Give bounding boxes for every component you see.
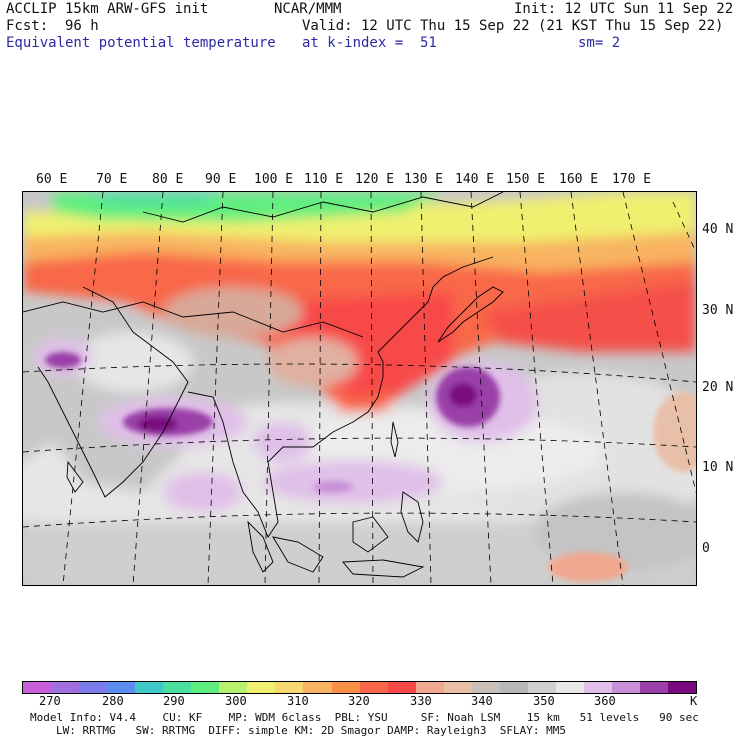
lat-label: 0 bbox=[702, 541, 710, 556]
colorbar-tick: 350 bbox=[533, 694, 555, 708]
lon-label: 120 E bbox=[355, 172, 395, 187]
lon-label: 60 E bbox=[36, 172, 68, 187]
valid-time: Valid: 12 UTC Thu 15 Sep 22 (21 KST Thu … bbox=[302, 18, 724, 34]
field-name: Equivalent potential temperature bbox=[6, 35, 276, 51]
colorbar-swatch bbox=[247, 682, 276, 693]
colorbar-swatch bbox=[51, 682, 80, 693]
colorbar-tick: 270 bbox=[39, 694, 61, 708]
colorbar-swatch bbox=[135, 682, 164, 693]
colorbar-swatch bbox=[415, 682, 444, 693]
lon-label: 130 E bbox=[404, 172, 444, 187]
colorbar-swatch bbox=[555, 682, 584, 693]
colorbar-tick: 340 bbox=[471, 694, 493, 708]
smoothing-label: sm= 2 bbox=[578, 35, 621, 51]
colorbar-swatch bbox=[191, 682, 220, 693]
lon-label: 150 E bbox=[506, 172, 546, 187]
colorbar-swatch bbox=[443, 682, 472, 693]
colorbar-swatch bbox=[331, 682, 360, 693]
colorbar-swatch bbox=[471, 682, 500, 693]
convective-cores bbox=[45, 352, 696, 582]
physics-info-line: LW: RRTMG SW: RRTMG DIFF: simple KM: 2D … bbox=[56, 724, 566, 737]
lat-label: 10 N bbox=[702, 460, 734, 475]
map-canvas bbox=[23, 192, 696, 585]
colorbar-swatch bbox=[79, 682, 108, 693]
colorbar-swatch bbox=[583, 682, 612, 693]
init-time: Init: 12 UTC Sun 11 Sep 22 bbox=[514, 1, 734, 17]
colorbar-tick: 310 bbox=[287, 694, 309, 708]
model-title: ACCLIP 15km ARW-GFS init bbox=[6, 1, 209, 17]
colorbar-swatch bbox=[303, 682, 332, 693]
theta-e-shading bbox=[23, 192, 696, 585]
colorbar-tick: 330 bbox=[410, 694, 432, 708]
colorbar-swatch bbox=[387, 682, 416, 693]
lon-label: 80 E bbox=[152, 172, 184, 187]
colorbar-swatch bbox=[611, 682, 641, 693]
center-label: NCAR/MMM bbox=[274, 1, 342, 17]
colorbar-tick: 280 bbox=[102, 694, 124, 708]
lon-label: 90 E bbox=[205, 172, 237, 187]
colorbar-swatch bbox=[359, 682, 388, 693]
colorbar-swatch bbox=[668, 682, 697, 693]
colorbar-swatch bbox=[23, 682, 52, 693]
colorbar-tick: 360 bbox=[594, 694, 616, 708]
lon-label: 70 E bbox=[96, 172, 128, 187]
colorbar-swatch bbox=[107, 682, 136, 693]
lat-label: 30 N bbox=[702, 303, 734, 318]
lon-label: 160 E bbox=[559, 172, 599, 187]
colorbar-swatch bbox=[163, 682, 192, 693]
colorbar-swatch bbox=[527, 682, 556, 693]
lon-label: 110 E bbox=[304, 172, 344, 187]
colorbar bbox=[22, 681, 697, 694]
colorbar-swatch bbox=[640, 682, 669, 693]
colorbar-tick: 290 bbox=[163, 694, 185, 708]
lat-label: 40 N bbox=[702, 222, 734, 237]
graticule bbox=[23, 192, 696, 585]
level-label: at k-index = 51 bbox=[302, 35, 437, 51]
forecast-hour: Fcst: 96 h bbox=[6, 18, 99, 34]
coastlines bbox=[23, 192, 504, 578]
model-info-line: Model Info: V4.4 CU: KF MP: WDM 6class P… bbox=[30, 711, 699, 724]
colorbar-swatch bbox=[499, 682, 528, 693]
colorbar-swatch bbox=[219, 682, 248, 693]
colorbar-swatch bbox=[275, 682, 304, 693]
lon-label: 170 E bbox=[612, 172, 652, 187]
lon-label: 140 E bbox=[455, 172, 495, 187]
lon-label: 100 E bbox=[254, 172, 294, 187]
colorbar-tick: 320 bbox=[348, 694, 370, 708]
colorbar-unit: K bbox=[690, 694, 698, 708]
colorbar-tick: 300 bbox=[225, 694, 247, 708]
lat-label: 20 N bbox=[702, 380, 734, 395]
theta-e-map bbox=[22, 191, 697, 586]
